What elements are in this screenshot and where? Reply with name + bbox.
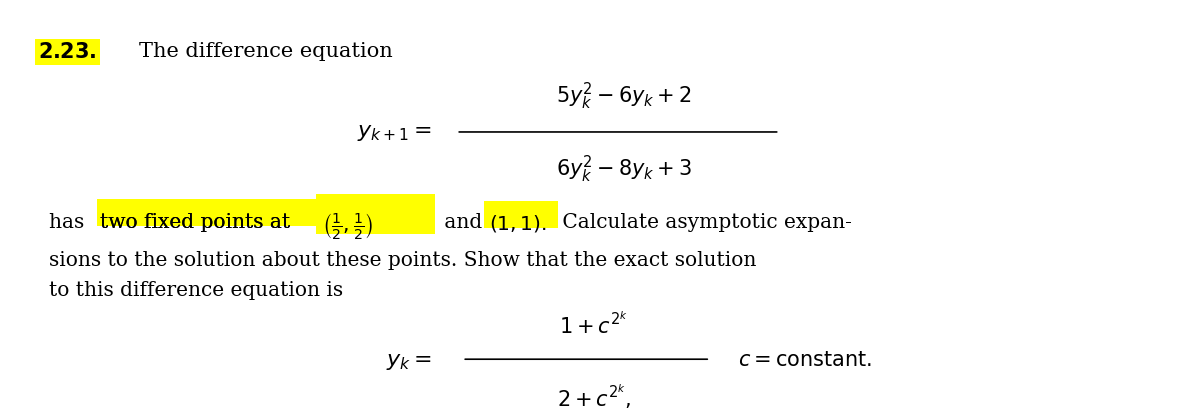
FancyBboxPatch shape xyxy=(97,199,324,226)
Text: $5y_k^2 - 6y_k + 2$: $5y_k^2 - 6y_k + 2$ xyxy=(556,81,691,112)
Text: to this difference equation is: to this difference equation is xyxy=(49,281,343,300)
Text: two fixed points at: two fixed points at xyxy=(100,213,296,233)
Text: $(1, 1).$: $(1, 1).$ xyxy=(488,213,546,234)
FancyBboxPatch shape xyxy=(484,201,558,228)
Text: $2 + c^{2^k},$: $2 + c^{2^k},$ xyxy=(557,382,631,408)
FancyBboxPatch shape xyxy=(317,194,434,234)
Text: $y_k =$: $y_k =$ xyxy=(386,350,432,372)
Text: $c = \mathrm{constant.}$: $c = \mathrm{constant.}$ xyxy=(738,351,872,370)
Text: sions to the solution about these points. Show that the exact solution: sions to the solution about these points… xyxy=(49,251,757,270)
Text: $6y_k^2 - 8y_k + 3$: $6y_k^2 - 8y_k + 3$ xyxy=(556,154,692,185)
Text: $\left(\frac{1}{2}, \frac{1}{2}\right)$: $\left(\frac{1}{2}, \frac{1}{2}\right)$ xyxy=(323,212,373,242)
Text: $y_{k+1} =$: $y_{k+1} =$ xyxy=(358,121,432,143)
Text: $\mathbf{2.23.}$: $\mathbf{2.23.}$ xyxy=(38,42,96,62)
Text: two fixed points at: two fixed points at xyxy=(100,213,296,233)
Text: Calculate asymptotic expan-: Calculate asymptotic expan- xyxy=(556,213,852,233)
Text: and: and xyxy=(438,213,490,233)
Text: $1 + c^{2^k}$: $1 + c^{2^k}$ xyxy=(559,311,629,337)
Text: The difference equation: The difference equation xyxy=(139,42,392,61)
Text: has: has xyxy=(49,213,91,233)
